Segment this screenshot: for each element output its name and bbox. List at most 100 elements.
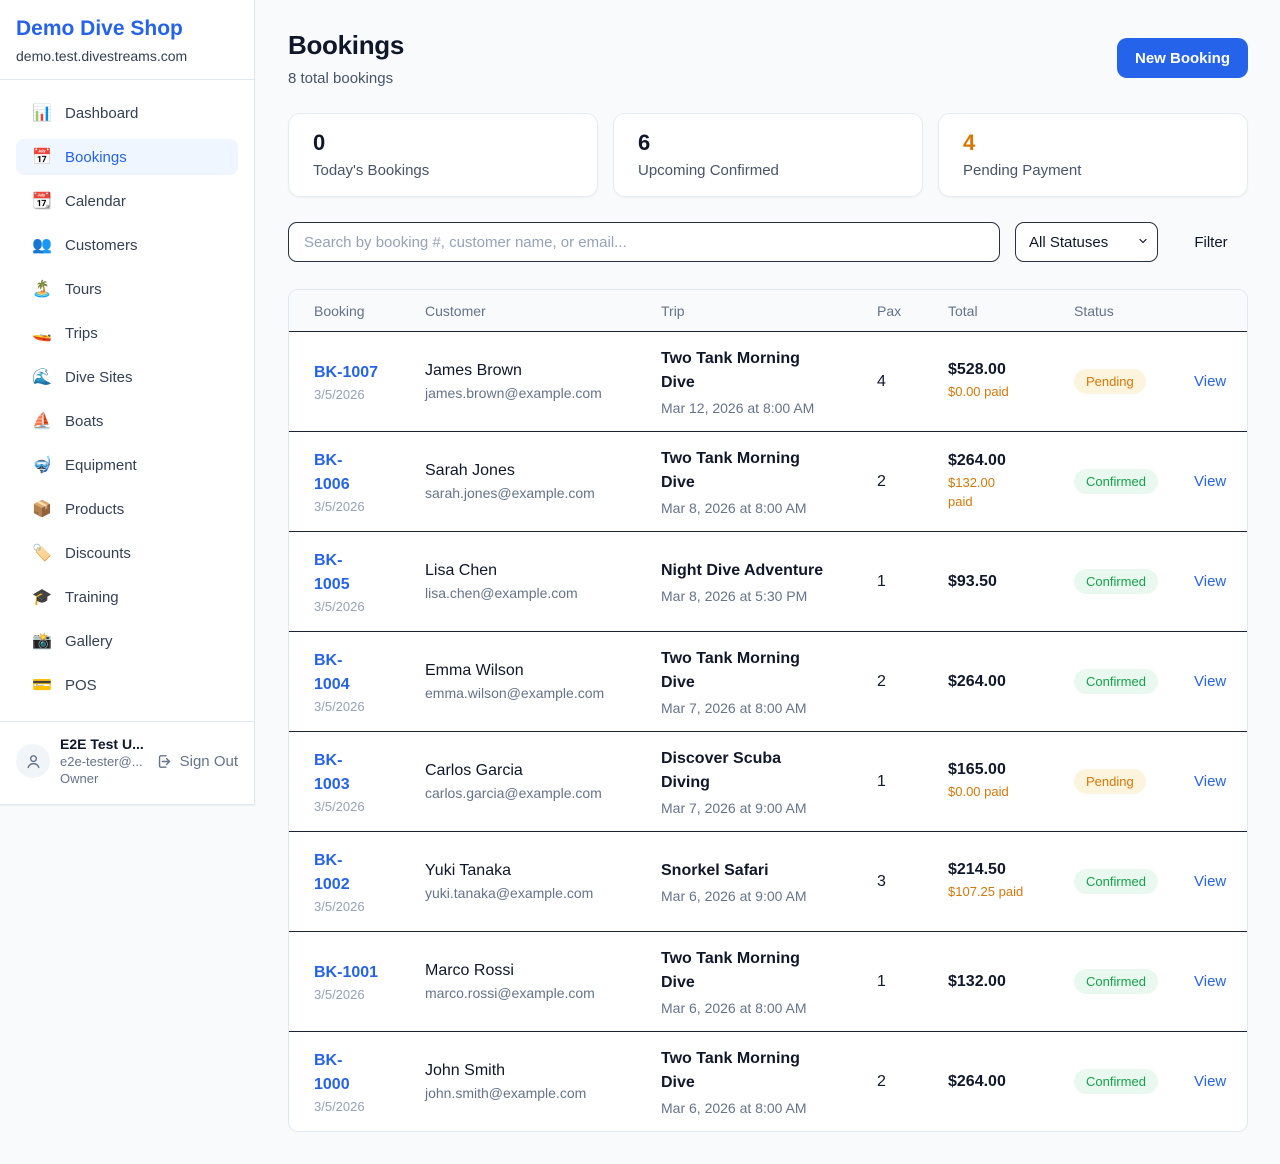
sidebar-item-label: POS xyxy=(65,676,97,694)
training-icon: 🎓 xyxy=(32,589,52,606)
sidebar-item-equipment[interactable]: 🤿 Equipment xyxy=(16,447,238,483)
status-cell: Pending xyxy=(1074,769,1194,794)
customer-cell: Marco Rossi marco.rossi@example.com xyxy=(425,962,661,1001)
sidebar-item-bookings[interactable]: 📅 Bookings xyxy=(16,139,238,175)
stat-value: 6 xyxy=(638,130,651,155)
sidebar-item-label: Equipment xyxy=(65,456,137,474)
pax-value: 3 xyxy=(877,872,886,890)
view-link[interactable]: View xyxy=(1194,872,1227,890)
view-link[interactable]: View xyxy=(1194,672,1227,690)
new-booking-button[interactable]: New Booking xyxy=(1116,38,1248,78)
sidebar-item-pos[interactable]: 💳 POS xyxy=(16,667,238,703)
trip-name: Two Tank Morning Dive xyxy=(661,650,800,691)
view-link[interactable]: View xyxy=(1194,372,1227,390)
status-cell: Confirmed xyxy=(1074,1069,1194,1094)
view-link[interactable]: View xyxy=(1194,772,1227,790)
pax-cell: 3 xyxy=(877,873,948,891)
sidebar-item-dive-sites[interactable]: 🌊 Dive Sites xyxy=(16,359,238,395)
view-link[interactable]: View xyxy=(1194,972,1227,990)
booking-date: 3/5/2026 xyxy=(314,599,365,614)
booking-link[interactable]: BK-1001 xyxy=(314,964,379,981)
booking-date: 3/5/2026 xyxy=(314,1099,365,1114)
status-cell: Pending xyxy=(1074,369,1194,394)
trip-datetime: Mar 12, 2026 at 8:00 AM xyxy=(661,400,815,416)
table-row: BK-1001 3/5/2026 Marco Rossi marco.rossi@ex… xyxy=(289,931,1247,1031)
trip-datetime: Mar 6, 2026 at 8:00 AM xyxy=(661,1000,807,1016)
filter-bar: All Statuses Filter xyxy=(288,222,1248,262)
actions-cell: View xyxy=(1194,1072,1227,1091)
status-badge: Confirmed xyxy=(1074,669,1158,694)
sidebar-item-training[interactable]: 🎓 Training xyxy=(16,579,238,615)
sidebar-item-label: Boats xyxy=(65,412,104,430)
column-header-customer: Customer xyxy=(425,302,486,319)
table-header: Booking Customer Trip Pax Total Status xyxy=(289,290,1247,331)
trip-cell: Snorkel Safari Mar 6, 2026 at 9:00 AM xyxy=(661,859,877,904)
trip-datetime: Mar 8, 2026 at 8:00 AM xyxy=(661,500,807,516)
status-badge: Confirmed xyxy=(1074,569,1158,594)
status-select[interactable]: All Statuses xyxy=(1015,222,1158,262)
sidebar-item-trips[interactable]: 🚤 Trips xyxy=(16,315,238,351)
sidebar: Demo Dive Shop demo.test.divestreams.com… xyxy=(0,0,255,805)
customer-email: lisa.chen@example.com xyxy=(425,585,578,601)
trip-datetime: Mar 7, 2026 at 8:00 AM xyxy=(661,700,807,716)
total-cell: $264.00 $132.00 paid xyxy=(948,452,1074,512)
sidebar-item-label: Dive Sites xyxy=(65,368,133,386)
sidebar-item-gallery[interactable]: 📸 Gallery xyxy=(16,623,238,659)
customer-name: Marco Rossi xyxy=(425,962,514,979)
booking-link[interactable]: BK- 1005 xyxy=(314,552,350,593)
actions-cell: View xyxy=(1194,872,1227,891)
sidebar-item-discounts[interactable]: 🏷️ Discounts xyxy=(16,535,238,571)
column-header-booking: Booking xyxy=(314,302,365,319)
sidebar-item-dashboard[interactable]: 📊 Dashboard xyxy=(16,95,238,131)
total-cell: $93.50 xyxy=(948,573,1074,591)
booking-link[interactable]: BK- 1006 xyxy=(314,452,350,493)
sidebar-item-tours[interactable]: 🏝️ Tours xyxy=(16,271,238,307)
customer-email: carlos.garcia@example.com xyxy=(425,785,602,801)
sign-out-icon xyxy=(158,754,170,768)
sidebar-item-customers[interactable]: 👥 Customers xyxy=(16,227,238,263)
trip-name: Snorkel Safari xyxy=(661,862,769,879)
customer-email: emma.wilson@example.com xyxy=(425,685,605,701)
sidebar-item-boats[interactable]: ⛵ Boats xyxy=(16,403,238,439)
gallery-icon: 📸 xyxy=(32,633,52,650)
booking-date: 3/5/2026 xyxy=(314,799,365,814)
filter-button[interactable]: Filter xyxy=(1174,234,1248,251)
trip-name: Two Tank Morning Dive xyxy=(661,950,800,991)
sign-out-button[interactable]: Sign Out xyxy=(156,753,238,770)
pax-value: 2 xyxy=(877,472,886,490)
trip-cell: Two Tank Morning Dive Mar 7, 2026 at 8:00… xyxy=(661,647,877,716)
sidebar-item-calendar[interactable]: 📆 Calendar xyxy=(16,183,238,219)
booking-link[interactable]: BK- 1000 xyxy=(314,1052,350,1093)
booking-link[interactable]: BK- 1002 xyxy=(314,852,350,893)
customer-cell: Emma Wilson emma.wilson@example.com xyxy=(425,662,661,701)
booking-link[interactable]: BK- 1004 xyxy=(314,652,350,693)
view-link[interactable]: View xyxy=(1194,472,1227,490)
pax-cell: 1 xyxy=(877,573,948,591)
trip-cell: Two Tank Morning Dive Mar 6, 2026 at 8:00… xyxy=(661,1047,877,1116)
column-header-status: Status xyxy=(1074,302,1114,319)
stat-label: Today's Bookings xyxy=(313,162,430,179)
status-badge: Pending xyxy=(1074,369,1146,394)
pax-value: 1 xyxy=(877,972,886,990)
trip-cell: Two Tank Morning Dive Mar 6, 2026 at 8:00… xyxy=(661,947,877,1016)
booking-link[interactable]: BK-1007 xyxy=(314,364,379,381)
view-link[interactable]: View xyxy=(1194,572,1227,590)
status-badge: Confirmed xyxy=(1074,1069,1158,1094)
booking-link[interactable]: BK- 1003 xyxy=(314,752,350,793)
user-info: E2E Test U... e2e-tester@... Owner xyxy=(60,736,146,786)
column-header-pax: Pax xyxy=(877,302,902,319)
boats-icon: ⛵ xyxy=(32,413,52,430)
actions-cell: View xyxy=(1194,572,1227,591)
actions-cell: View xyxy=(1194,672,1227,691)
total-amount: $132.00 xyxy=(948,972,1006,990)
sidebar-item-label: Discounts xyxy=(65,544,131,562)
pax-value: 2 xyxy=(877,672,886,690)
table-row: BK- 1000 3/5/2026 John Smith john.smith@exa… xyxy=(289,1031,1247,1131)
total-amount: $264.00 xyxy=(948,672,1006,690)
view-link[interactable]: View xyxy=(1194,1072,1227,1090)
sidebar-item-products[interactable]: 📦 Products xyxy=(16,491,238,527)
trip-name: Discover Scuba Diving xyxy=(661,750,782,791)
search-input[interactable] xyxy=(288,222,1000,262)
user-role: Owner xyxy=(60,771,99,786)
user-icon xyxy=(26,754,40,768)
